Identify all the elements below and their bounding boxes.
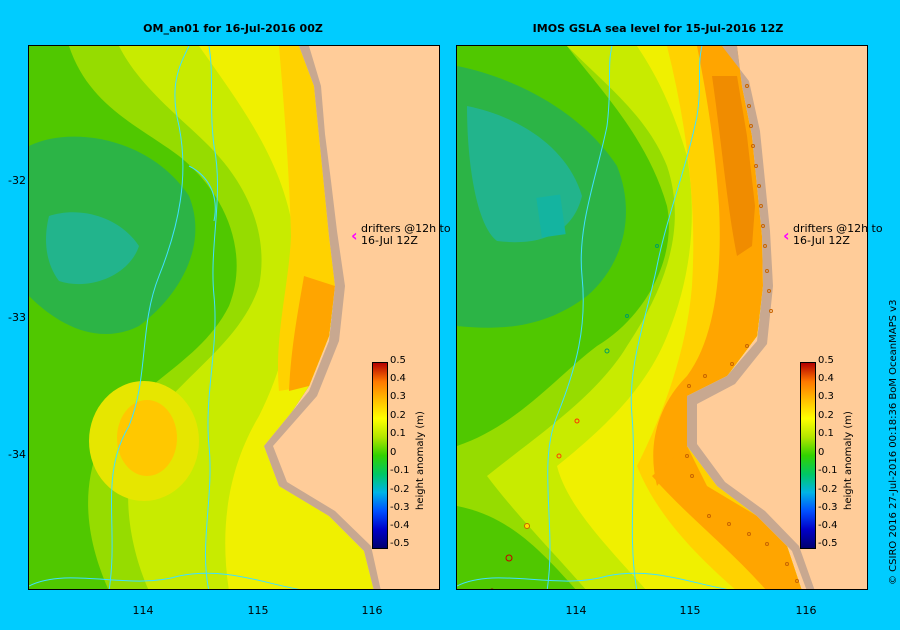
colorbar-tick: -0.2 (390, 484, 410, 495)
drifter-arrow-icon: ‹ (351, 226, 358, 245)
colorbar-tick: 0 (818, 447, 825, 458)
right-map-svg (457, 46, 867, 589)
colorbar-tick: 0.2 (818, 410, 834, 421)
colorbar-tick: -0.3 (390, 502, 410, 513)
right-drifter-annotation: drifters @12h to 16-Jul 12Z (793, 222, 883, 247)
colorbar-tick: -0.4 (390, 520, 410, 531)
left-map-svg (29, 46, 439, 589)
right-panel-title: IMOS GSLA sea level for 15-Jul-2016 12Z (532, 22, 784, 35)
right-map-panel (456, 45, 868, 590)
colorbar-label: height anomaly (m) (843, 411, 854, 510)
colorbar-tick: -0.1 (390, 465, 410, 476)
colorbar-tick: 0.1 (818, 428, 834, 439)
colorbar-tick: -0.2 (818, 484, 838, 495)
left-drifter-annotation: drifters @12h to 16-Jul 12Z (361, 222, 451, 247)
x-tick-label: 115 (679, 604, 701, 617)
colorbar-tick: 0.4 (390, 373, 406, 384)
y-tick-label: -32 (8, 174, 26, 187)
colorbar-tick: 0.3 (390, 391, 406, 402)
left-panel-title: OM_an01 for 16-Jul-2016 00Z (143, 22, 323, 35)
colorbar-tick: 0.2 (390, 410, 406, 421)
x-tick-label: 114 (565, 604, 587, 617)
credit-text: © CSIRO 2016 27-Jul-2016 00:18:36 BoM Oc… (888, 299, 899, 585)
colorbar-tick: 0 (390, 447, 397, 458)
x-tick-label: 114 (132, 604, 154, 617)
colorbar-tick: 0.1 (390, 428, 406, 439)
colorbar-tick: 0.5 (818, 355, 834, 366)
y-tick-label: -34 (8, 448, 26, 461)
x-tick-label: 115 (247, 604, 269, 617)
colorbar-tick: -0.3 (818, 502, 838, 513)
drifter-arrow-icon: ‹ (783, 226, 790, 245)
colorbar-tick: 0.3 (818, 391, 834, 402)
colorbar-tick: 0.5 (390, 355, 406, 366)
x-tick-label: 116 (795, 604, 817, 617)
left-colorbar (372, 362, 388, 549)
right-colorbar (800, 362, 816, 549)
x-tick-label: 116 (361, 604, 383, 617)
colorbar-tick: -0.1 (818, 465, 838, 476)
colorbar-tick: -0.4 (818, 520, 838, 531)
left-map-panel (28, 45, 440, 590)
colorbar-tick: 0.4 (818, 373, 834, 384)
colorbar-tick: -0.5 (390, 538, 410, 549)
colorbar-tick: -0.5 (818, 538, 838, 549)
colorbar-label: height anomaly (m) (415, 411, 426, 510)
y-tick-label: -33 (8, 311, 26, 324)
